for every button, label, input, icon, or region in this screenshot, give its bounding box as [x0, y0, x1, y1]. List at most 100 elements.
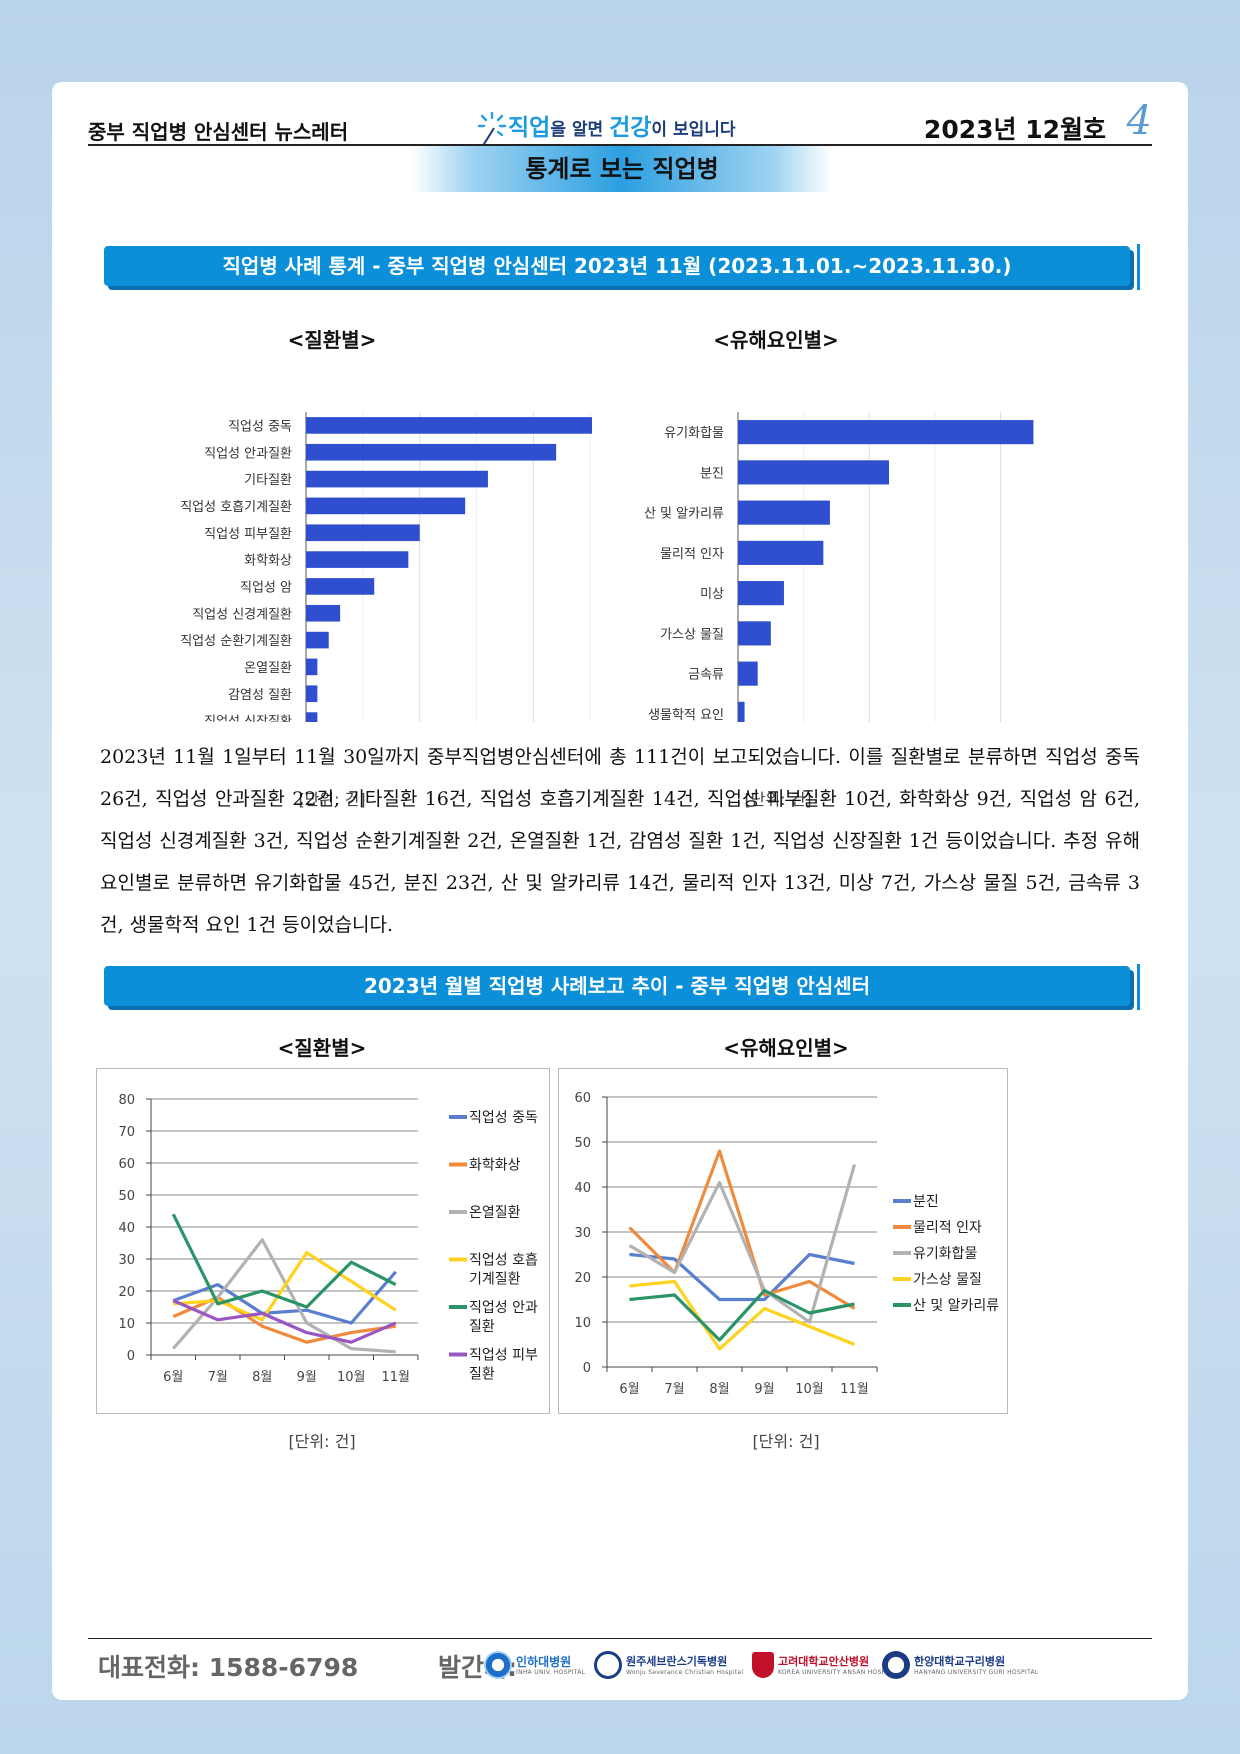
legend-label: 직업성 피부 — [469, 1348, 538, 1364]
legend-label: 산 및 알카리류 — [913, 1298, 999, 1314]
bar-chart-disease-title: <질환별> — [287, 328, 377, 352]
legend-label: 직업성 중독 — [469, 1110, 538, 1126]
legend-label: 기계질환 — [469, 1272, 521, 1288]
category-label: 직업성 신경계질환 — [192, 607, 292, 622]
page-number: 4 — [1126, 98, 1152, 144]
legend-label: 온열질환 — [469, 1205, 521, 1221]
y-tick-label: 40 — [118, 1221, 135, 1236]
bar-chart-hazard-unit: [단위: 건] — [744, 790, 812, 809]
logo-hanyang-guri: 한양대학교구리병원 HANYANG UNIVERSITY GURI HOSPITA… — [882, 1648, 1039, 1682]
logo-korea-ansan: 고려대학교안산병원 KOREA UNIVERSITY ANSAN HOSPITAL — [752, 1648, 899, 1682]
legend-label: 가스상 물질 — [913, 1272, 982, 1288]
category-label: 직업성 순환기계질환 — [180, 634, 292, 649]
footer-rule — [88, 1638, 1152, 1639]
x-tick-label: 10월 — [795, 1382, 824, 1397]
category-label: 생물학적 요인 — [648, 708, 724, 722]
y-tick-label: 80 — [118, 1093, 135, 1108]
korea-crest-icon — [752, 1652, 774, 1678]
bar — [738, 581, 784, 606]
category-label: 온열질환 — [244, 661, 292, 676]
legend-label: 직업성 안과 — [469, 1300, 538, 1316]
legend-label: 물리적 인자 — [913, 1220, 982, 1236]
bar — [738, 460, 889, 485]
category-label: 직업성 안과질환 — [204, 446, 292, 461]
category-label: 금속류 — [688, 668, 724, 683]
x-tick-label: 6월 — [619, 1382, 639, 1397]
category-label: 기타질환 — [244, 473, 292, 488]
series-line — [629, 1252, 855, 1302]
legend-label: 질환 — [469, 1367, 495, 1383]
bar-chart-disease-unit: [단위: 건] — [298, 790, 366, 809]
logo-inha: 인하대병원 INHA UNIV. HOSPITAL — [484, 1648, 585, 1682]
x-tick-label: 7월 — [664, 1382, 684, 1397]
slogan-logo: 직업을 알면 건강이 보입니다 — [476, 104, 776, 152]
y-tick-label: 60 — [574, 1091, 591, 1106]
category-label: 직업성 암 — [240, 580, 292, 595]
bar — [738, 500, 830, 525]
category-label: 물리적 인자 — [660, 547, 724, 562]
bar — [306, 631, 329, 649]
y-tick-label: 50 — [118, 1189, 135, 1204]
bar — [306, 685, 318, 703]
series-line — [172, 1238, 396, 1354]
bar — [306, 524, 420, 542]
hanyang-emblem-icon — [882, 1651, 910, 1679]
bar — [306, 604, 341, 622]
bar — [306, 417, 592, 434]
phone-number: 대표전화: 1588-6798 — [98, 1653, 359, 1682]
category-label: 직업성 호흡기계질환 — [180, 500, 292, 515]
series-line — [172, 1299, 397, 1344]
series-line — [628, 1164, 857, 1324]
line-chart-disease-frame: 0 10 20 30 40 50 60 70 80 6월 7월 8월 9월 10월 11월 직업성 중독 화학화… — [96, 1068, 550, 1414]
legend-label: 화학화상 — [469, 1158, 521, 1174]
y-tick-label: 20 — [574, 1271, 591, 1286]
issue-date: 2023년 12월호 — [923, 115, 1106, 144]
category-label: 직업성 피부질환 — [204, 527, 292, 542]
bar — [306, 578, 375, 595]
category-label: 직업성 신장질환 — [204, 715, 292, 722]
banner-monthly-trend: 2023년 월별 직업병 사례보고 추이 - 중부 직업병 안심센터 — [104, 964, 1140, 1010]
bar — [306, 658, 318, 676]
category-label: 감염성 질환 — [228, 688, 292, 703]
legend-label: 유기화합물 — [913, 1246, 978, 1262]
bar — [306, 470, 488, 488]
y-tick-label: 30 — [574, 1226, 591, 1241]
line-chart-hazard-unit: [단위: 건] — [752, 1432, 820, 1451]
series-line — [628, 1149, 856, 1310]
series-line — [172, 1295, 396, 1344]
line-chart-disease-title: <질환별> — [277, 1036, 367, 1060]
y-tick-label: 60 — [118, 1157, 135, 1172]
y-tick-label: 70 — [118, 1125, 135, 1140]
y-tick-label: 20 — [118, 1285, 135, 1300]
logo-wonju: 원주세브란스기독병원 Wonju Severance Christian Hosp… — [594, 1648, 743, 1682]
bar — [306, 551, 409, 568]
y-tick-label: 10 — [574, 1316, 591, 1331]
x-tick-label: 11월 — [381, 1370, 410, 1385]
legend-label: 질환 — [469, 1319, 495, 1335]
series-line — [173, 1251, 397, 1322]
banner-monthly-stats: 직업병 사례 통계 - 중부 직업병 안심센터 2023년 11월 (2023.… — [104, 244, 1140, 290]
x-tick-label: 10월 — [337, 1370, 366, 1385]
x-tick-label: 6월 — [163, 1370, 183, 1385]
y-tick-label: 50 — [574, 1136, 591, 1151]
series-line — [629, 1279, 856, 1351]
category-label: 가스상 물질 — [660, 627, 724, 642]
y-tick-label: 40 — [574, 1181, 591, 1196]
bar — [738, 540, 824, 565]
bar-chart-hazard-title: <유해요인별> — [713, 328, 839, 352]
line-chart-hazard-title: <유해요인별> — [723, 1036, 849, 1060]
header-rule — [88, 144, 1152, 146]
x-tick-label: 7월 — [208, 1370, 228, 1385]
slogan-text: 직업을 알면 건강이 보입니다 — [508, 115, 736, 141]
legend-label: 분진 — [913, 1194, 939, 1210]
category-label: 화학화상 — [244, 554, 292, 569]
category-label: 분진 — [700, 466, 724, 481]
line-chart-disease: 0 10 20 30 40 50 60 70 80 6월 7월 8월 9월 10월 11월 직업성 중독화학화… — [118, 1093, 538, 1385]
bar — [306, 443, 557, 461]
category-label: 산 및 알카리류 — [644, 507, 724, 522]
x-tick-label: 9월 — [297, 1370, 317, 1385]
bar — [738, 621, 771, 646]
